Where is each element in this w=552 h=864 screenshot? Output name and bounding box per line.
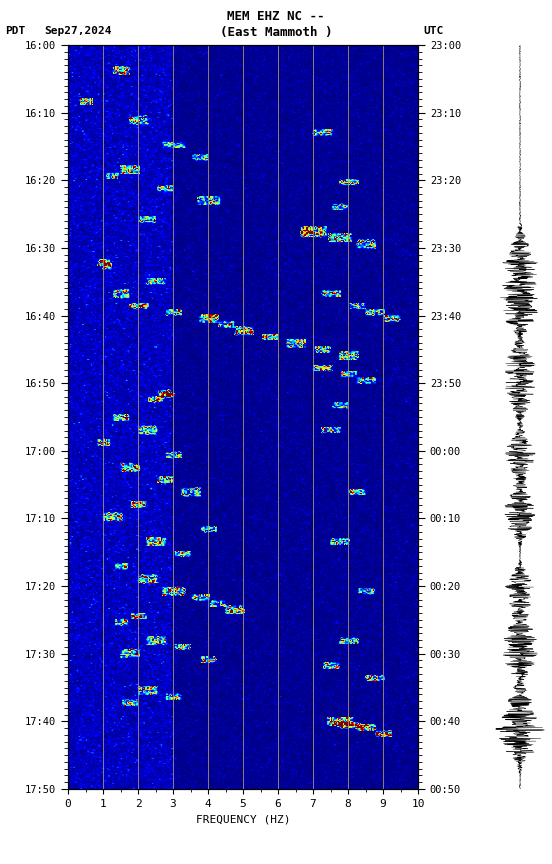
Text: MEM EHZ NC --: MEM EHZ NC -- <box>227 10 325 23</box>
Text: Sep27,2024: Sep27,2024 <box>44 26 112 36</box>
Text: UTC: UTC <box>423 26 444 36</box>
Text: (East Mammoth ): (East Mammoth ) <box>220 26 332 39</box>
Text: PDT: PDT <box>6 26 26 36</box>
X-axis label: FREQUENCY (HZ): FREQUENCY (HZ) <box>196 814 290 824</box>
